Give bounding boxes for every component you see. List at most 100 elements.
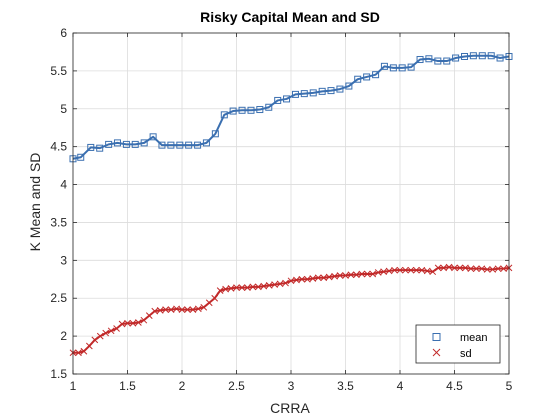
data-point-sd	[331, 272, 338, 280]
data-point-mean	[149, 133, 157, 141]
legend-label-mean: mean	[460, 332, 488, 344]
data-point-sd	[303, 275, 311, 283]
data-point-mean	[131, 140, 139, 148]
data-point-sd	[418, 266, 426, 274]
data-point-sd	[173, 305, 180, 313]
data-point-sd	[494, 265, 502, 273]
data-point-sd	[483, 266, 491, 273]
data-point-sd	[369, 270, 377, 278]
data-point-sd	[353, 271, 360, 279]
data-point-sd	[80, 347, 88, 355]
data-point-sd	[75, 349, 82, 357]
data-point-sd	[402, 266, 409, 274]
data-point-mean	[469, 52, 477, 60]
data-point-mean	[398, 64, 406, 72]
data-point-sd	[391, 266, 398, 274]
data-point-mean	[496, 54, 504, 62]
data-point-mean	[345, 82, 353, 90]
data-point-sd	[451, 264, 458, 272]
data-point-sd	[320, 274, 328, 282]
data-point-sd	[102, 329, 110, 337]
data-point-sd	[358, 270, 366, 278]
data-point-mean	[336, 85, 344, 93]
data-point-sd	[298, 275, 306, 283]
data-point-sd	[412, 266, 420, 274]
data-point-sd	[145, 312, 153, 320]
data-point-sd	[96, 332, 104, 340]
data-point-sd	[309, 275, 317, 282]
data-point-sd	[118, 320, 126, 328]
data-point-sd	[314, 274, 322, 282]
data-point-sd	[260, 282, 268, 290]
data-point-mean	[407, 63, 415, 71]
data-point-mean	[274, 96, 282, 104]
data-point-sd	[189, 306, 197, 313]
data-point-sd	[205, 299, 213, 307]
data-point-sd	[107, 327, 115, 335]
data-point-mean	[363, 73, 371, 81]
data-point-sd	[200, 303, 208, 311]
data-point-sd	[238, 284, 246, 291]
data-point-sd	[91, 336, 99, 344]
data-point-sd	[336, 272, 344, 279]
data-point-sd	[440, 264, 447, 272]
series-layer	[69, 52, 513, 357]
data-point-mean	[185, 141, 193, 149]
x-tick-label: 1	[70, 379, 77, 393]
data-point-sd	[276, 280, 284, 288]
y-tick-label: 6	[60, 26, 67, 40]
data-point-sd	[156, 306, 164, 314]
data-point-sd	[85, 342, 93, 350]
data-point-mean	[318, 87, 326, 95]
data-point-sd	[162, 306, 170, 313]
data-point-sd	[342, 272, 349, 279]
data-point-sd	[407, 266, 415, 274]
data-point-mean	[425, 55, 433, 63]
series-sd	[69, 263, 513, 357]
data-point-mean	[300, 90, 308, 98]
data-point-mean	[229, 107, 237, 115]
y-tick-label: 4	[60, 178, 67, 192]
data-point-mean	[202, 139, 210, 147]
data-point-sd	[244, 284, 251, 291]
data-point-sd	[113, 325, 120, 332]
legend-marker-mean-icon	[432, 333, 441, 341]
data-point-sd	[135, 319, 142, 326]
data-point-mean	[105, 140, 113, 148]
y-tick-label: 3	[60, 253, 67, 267]
data-point-sd	[227, 285, 235, 292]
data-point-sd	[222, 285, 229, 293]
data-point-sd	[445, 263, 453, 271]
data-point-mean	[380, 62, 388, 70]
y-tick-label: 4.5	[50, 140, 67, 154]
data-point-sd	[500, 265, 507, 273]
x-axis-title: CRRA	[270, 400, 310, 416]
data-point-sd	[462, 264, 469, 272]
data-point-mean	[291, 90, 299, 98]
data-point-mean	[443, 57, 451, 65]
data-point-sd	[429, 268, 437, 276]
data-point-sd	[282, 279, 289, 287]
data-point-sd	[396, 266, 404, 274]
data-point-mean	[194, 141, 202, 149]
data-point-sd	[423, 267, 431, 275]
x-tick-label: 2.5	[228, 379, 245, 393]
data-point-mean	[176, 141, 184, 149]
chart-title: Risky Capital Mean and SD	[200, 9, 380, 25]
data-point-sd	[293, 276, 300, 284]
data-point-sd	[385, 267, 393, 275]
data-point-mean	[309, 89, 317, 97]
data-point-sd	[363, 270, 371, 278]
data-point-mean	[158, 141, 166, 149]
data-point-mean	[247, 106, 255, 114]
data-point-mean	[96, 144, 104, 152]
x-tick-label: 3	[288, 379, 295, 393]
data-point-sd	[254, 283, 262, 291]
data-point-mean	[77, 153, 85, 161]
data-point-sd	[489, 266, 497, 273]
data-point-mean	[389, 64, 397, 72]
data-point-mean	[478, 52, 486, 60]
data-point-sd	[178, 306, 186, 313]
